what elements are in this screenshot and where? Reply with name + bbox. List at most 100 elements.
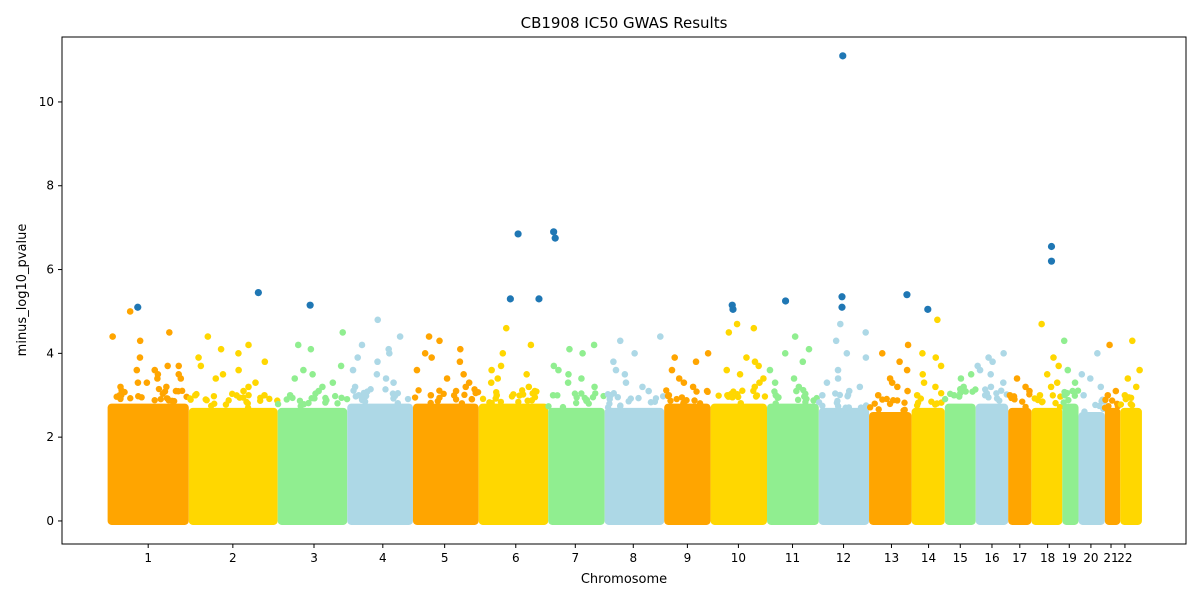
snp-point	[178, 387, 186, 395]
snp-point	[659, 393, 667, 400]
snp-point	[607, 391, 614, 399]
chromosome-12-dense-points	[818, 407, 870, 525]
snp-point	[1104, 391, 1112, 399]
snp-point	[614, 393, 621, 401]
snp-point	[1080, 391, 1087, 399]
snp-point	[657, 333, 664, 340]
significant-snp-point	[1047, 242, 1056, 251]
snp-point	[766, 366, 774, 374]
outlier-points-layer	[109, 308, 1143, 399]
snp-point	[240, 387, 247, 395]
snp-point	[1022, 403, 1029, 411]
snp-point	[434, 397, 442, 405]
snp-point	[631, 350, 638, 357]
snp-point	[733, 320, 741, 328]
snp-point	[465, 379, 473, 386]
snp-point	[590, 341, 598, 349]
chromosome-8-dense-points	[604, 407, 665, 525]
snp-point	[579, 350, 586, 357]
snp-point	[743, 354, 750, 361]
snp-point	[497, 362, 505, 370]
snp-point	[354, 354, 362, 361]
snp-point	[1105, 402, 1112, 410]
snp-point	[1061, 391, 1069, 399]
snp-point	[856, 383, 864, 391]
snp-point	[261, 358, 269, 366]
snp-point	[802, 398, 809, 406]
snp-point	[245, 391, 252, 399]
snp-point	[837, 320, 844, 328]
snp-point	[724, 391, 731, 399]
snp-point	[545, 403, 552, 410]
snp-point	[581, 394, 589, 402]
snp-point	[1108, 397, 1116, 404]
snp-point	[1060, 337, 1068, 345]
snp-point	[202, 396, 209, 403]
snp-point	[1117, 401, 1125, 408]
snp-point	[883, 395, 890, 403]
snp-point	[723, 366, 731, 374]
significant-snp-point	[306, 301, 314, 309]
snp-point	[421, 350, 429, 357]
snp-point	[151, 366, 159, 374]
snp-point	[1097, 383, 1105, 391]
snp-point	[559, 403, 567, 411]
snp-point	[415, 387, 422, 394]
snp-point	[645, 387, 652, 395]
snp-point	[989, 358, 996, 366]
significant-snp-point	[535, 295, 543, 303]
chromosome-19-dense-points	[1062, 403, 1079, 525]
snp-point	[1053, 379, 1061, 386]
snp-point	[1039, 398, 1046, 405]
snp-point	[355, 391, 363, 399]
snp-point	[343, 395, 351, 403]
snp-point	[671, 354, 679, 361]
snp-point	[243, 398, 250, 406]
x-tick-label-7: 7	[571, 551, 579, 565]
x-tick-label-9: 9	[684, 551, 692, 565]
snp-point	[134, 379, 142, 386]
snp-point	[157, 395, 164, 403]
chromosome-14-dense-points	[911, 407, 945, 525]
snp-point	[197, 362, 205, 370]
snp-point	[323, 397, 330, 404]
y-axis: 0 2 4 6 8 10	[39, 95, 62, 528]
snp-point	[901, 399, 908, 406]
snp-point	[286, 391, 294, 399]
snp-point	[494, 375, 502, 382]
snp-point	[652, 395, 660, 402]
snp-point	[334, 400, 341, 407]
chromosome-2-dense-points	[188, 407, 278, 525]
snp-point	[474, 388, 482, 396]
snp-point	[555, 366, 562, 374]
snp-point	[635, 394, 642, 402]
snp-point	[950, 391, 958, 399]
snp-point	[875, 406, 882, 413]
chart-title: CB1908 IC50 GWAS Results	[521, 14, 728, 32]
snp-point	[151, 397, 158, 404]
chromosome-1-dense-points	[107, 403, 189, 525]
y-tick-label-2: 2	[46, 430, 54, 444]
snp-point	[225, 397, 232, 404]
snp-point	[499, 350, 507, 357]
snp-point	[300, 366, 307, 374]
snp-point	[235, 350, 242, 357]
x-tick-label-13: 13	[884, 551, 899, 565]
snp-point	[771, 379, 779, 386]
x-tick-label-6: 6	[512, 551, 520, 565]
significant-snp-point	[550, 228, 558, 236]
snp-point	[857, 404, 865, 411]
snp-point	[592, 390, 599, 397]
snp-point	[136, 337, 144, 345]
snp-point	[175, 371, 183, 378]
snp-point	[516, 392, 523, 399]
snp-point	[358, 341, 366, 349]
chromosome-15-dense-points	[944, 403, 976, 525]
snp-point	[1064, 366, 1072, 374]
snp-point	[211, 400, 218, 407]
snp-point	[109, 333, 116, 340]
snp-point	[928, 398, 935, 405]
snp-point	[610, 358, 617, 366]
snp-point	[488, 366, 495, 374]
x-tick-label-11: 11	[785, 551, 800, 565]
